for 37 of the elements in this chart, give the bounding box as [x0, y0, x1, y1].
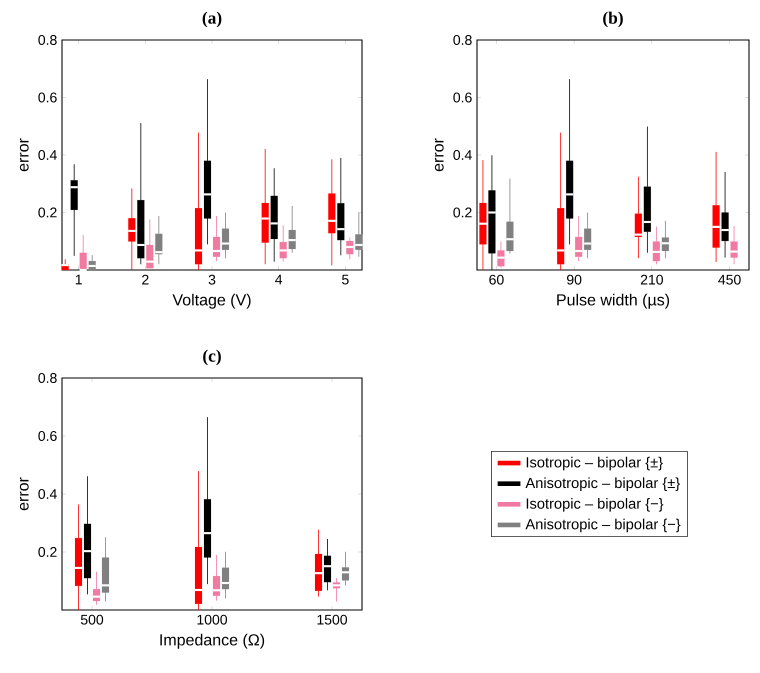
- y-tick-label: 0.8: [453, 35, 472, 45]
- legend-label: Anisotropic – bipolar {−}: [525, 518, 680, 532]
- x-tick-label: 1000: [198, 614, 228, 625]
- x-tick-label: 60: [489, 274, 504, 285]
- x-axis-title: Voltage (V): [172, 294, 251, 309]
- y-tick-label: 0.4: [38, 489, 57, 499]
- x-tick-label: 4: [275, 274, 282, 284]
- x-tick-label: 2: [142, 274, 149, 284]
- y-axis-title: error: [434, 138, 444, 172]
- x-tick-label: 1500: [317, 614, 348, 625]
- chart-title: (c): [203, 350, 221, 366]
- y-axis-title: error: [20, 477, 29, 510]
- y-tick-label: 0.8: [38, 35, 57, 45]
- y-tick-label: 0.2: [38, 208, 57, 218]
- y-tick-label: 0.6: [38, 92, 57, 102]
- x-tick-label: 3: [208, 274, 216, 285]
- y-tick-label: 0.6: [38, 431, 57, 441]
- y-tick-label: 0.4: [38, 150, 57, 160]
- legend-label: Anisotropic – bipolar {±}: [525, 477, 680, 492]
- chart-title: (b): [603, 12, 623, 28]
- x-tick-label: 500: [80, 614, 104, 625]
- x-tick-label: 5: [342, 274, 349, 284]
- x-tick-label: 90: [567, 274, 582, 285]
- y-tick-label: 0.2: [453, 208, 472, 218]
- y-axis-title: error: [20, 138, 29, 172]
- x-tick-label: 450: [718, 274, 741, 285]
- x-tick-label: 210: [640, 274, 663, 285]
- x-tick-label: 1: [76, 274, 82, 284]
- legend-label: Isotropic – bipolar {±}: [526, 456, 663, 470]
- y-tick-label: 0.2: [38, 547, 57, 557]
- x-axis-title: Pulse width (µs): [557, 294, 670, 309]
- y-tick-label: 0.6: [453, 92, 472, 102]
- chart-title: (a): [202, 12, 222, 28]
- y-tick-label: 0.4: [453, 150, 472, 160]
- y-tick-label: 0.8: [38, 373, 57, 383]
- legend-label: Isotropic – bipolar {−}: [526, 498, 664, 512]
- x-axis-title: Impedance (Ω): [160, 634, 264, 649]
